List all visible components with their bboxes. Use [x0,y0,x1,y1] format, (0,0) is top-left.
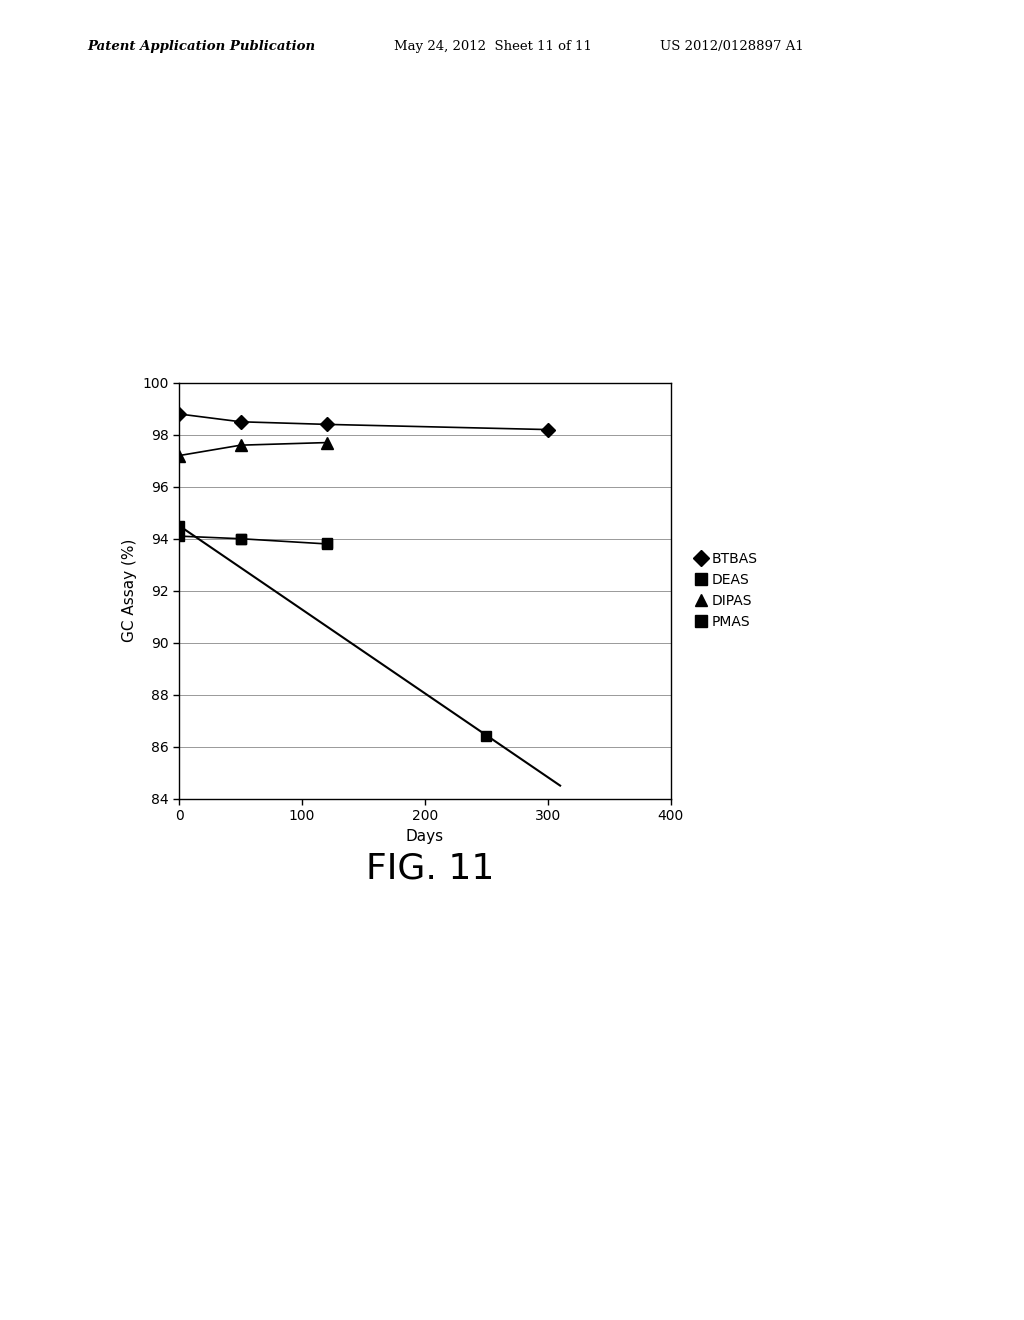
Text: Patent Application Publication: Patent Application Publication [87,40,315,53]
Legend: BTBAS, DEAS, DIPAS, PMAS: BTBAS, DEAS, DIPAS, PMAS [692,549,761,632]
Text: US 2012/0128897 A1: US 2012/0128897 A1 [660,40,804,53]
Text: May 24, 2012  Sheet 11 of 11: May 24, 2012 Sheet 11 of 11 [394,40,592,53]
Text: FIG. 11: FIG. 11 [366,851,495,886]
X-axis label: Days: Days [406,829,444,843]
Y-axis label: GC Assay (%): GC Assay (%) [122,539,137,643]
